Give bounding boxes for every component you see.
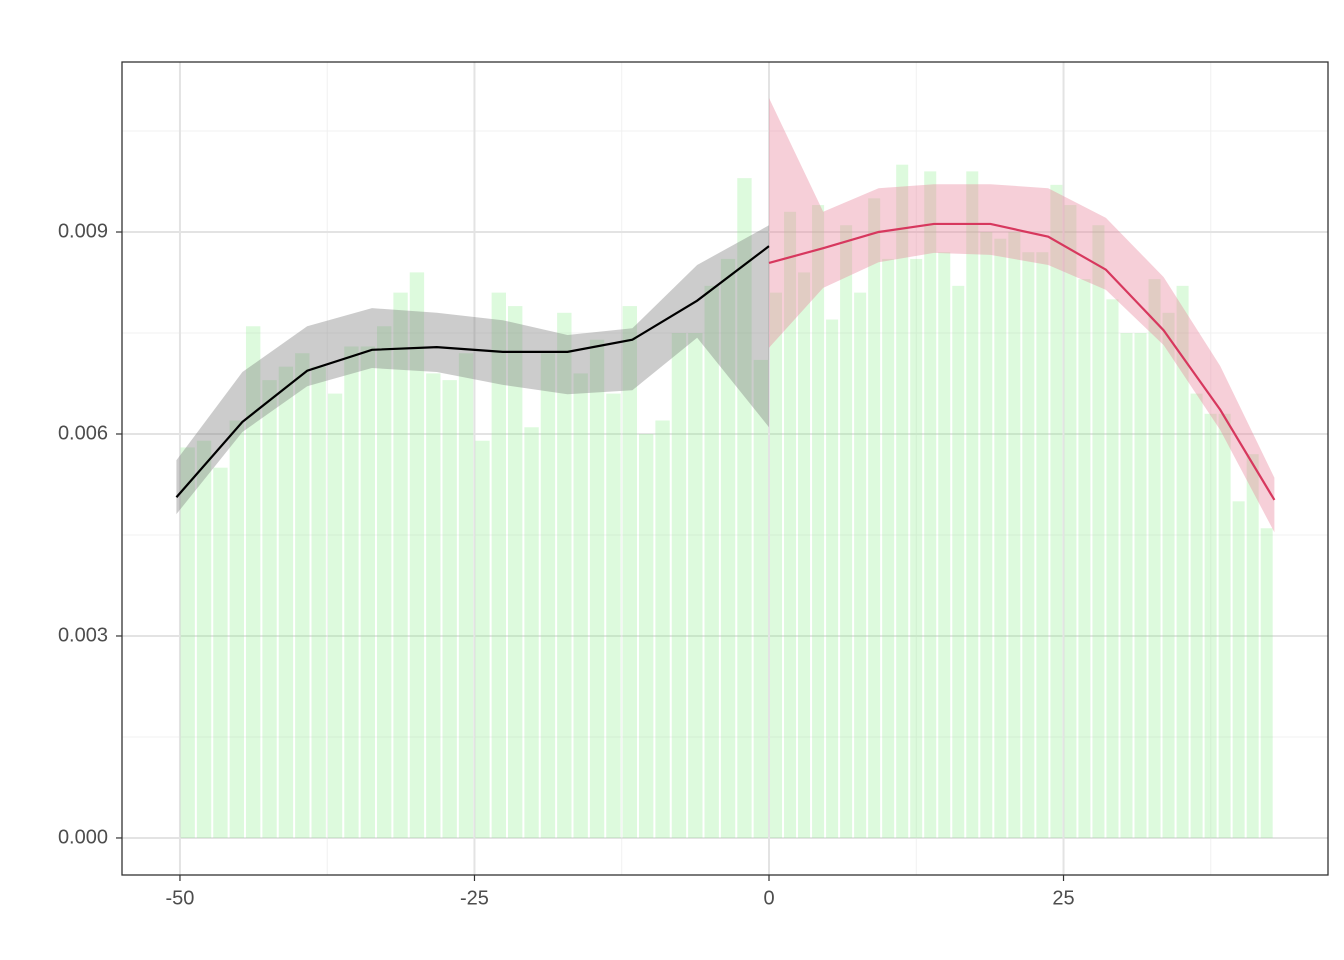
- bar: [458, 353, 474, 838]
- bar: [1204, 413, 1217, 838]
- bar: [688, 333, 703, 838]
- bar: [1260, 528, 1273, 838]
- bar: [737, 178, 752, 838]
- bar: [557, 312, 572, 838]
- bar: [589, 339, 605, 838]
- fit-line: [768, 222, 1276, 501]
- bar: [1036, 252, 1049, 838]
- bar: [1218, 413, 1231, 838]
- bar: [896, 164, 909, 838]
- x-tick-label: -25: [460, 887, 489, 909]
- bar: [812, 205, 825, 838]
- bar: [475, 440, 490, 838]
- y-tick-label: 0.009: [58, 220, 108, 242]
- y-tick-label: 0.006: [58, 422, 108, 444]
- bar: [295, 353, 310, 838]
- bar: [393, 292, 408, 838]
- bar: [952, 285, 965, 838]
- bar: [784, 211, 797, 838]
- bar: [409, 272, 425, 838]
- bar: [1148, 279, 1161, 838]
- bar: [1050, 184, 1063, 838]
- bar: [770, 292, 783, 838]
- bar: [655, 420, 670, 838]
- bar: [196, 440, 212, 838]
- bar: [826, 319, 839, 838]
- bar: [327, 393, 343, 838]
- confidence-band: [769, 98, 1275, 533]
- bar: [229, 420, 244, 838]
- bar: [671, 333, 687, 838]
- bar: [1092, 225, 1105, 838]
- plot-border: [121, 61, 1329, 876]
- bar: [966, 171, 979, 838]
- bar: [360, 346, 375, 838]
- bar: [262, 380, 277, 838]
- bar: [1064, 205, 1077, 838]
- bar: [311, 366, 326, 838]
- x-tick-label: 25: [1052, 887, 1074, 909]
- bar: [868, 198, 881, 838]
- bar: [798, 272, 811, 838]
- confidence-band: [176, 225, 770, 515]
- bar: [704, 285, 719, 838]
- bar: [1162, 312, 1175, 838]
- bar: [622, 306, 637, 838]
- bar: [1078, 279, 1091, 838]
- y-tick-label: 0.003: [58, 624, 108, 646]
- fit-line: [175, 245, 770, 499]
- bar: [638, 433, 654, 838]
- bar: [924, 171, 937, 838]
- bar: [1120, 333, 1133, 838]
- bar: [1246, 454, 1259, 838]
- bar: [245, 326, 261, 838]
- bar: [1008, 232, 1021, 838]
- bar: [573, 373, 588, 838]
- bar: [1190, 393, 1203, 838]
- bar: [910, 258, 923, 838]
- bar: [720, 258, 736, 838]
- y-tick-label: 0.000: [58, 826, 108, 848]
- bar: [376, 326, 392, 838]
- bar: [606, 393, 621, 838]
- bar: [938, 252, 951, 838]
- bar: [524, 427, 539, 838]
- bar: [278, 366, 294, 838]
- bar: [753, 359, 769, 838]
- bar: [854, 292, 867, 838]
- bar: [344, 346, 359, 838]
- bar: [882, 258, 895, 838]
- bar: [1232, 501, 1245, 838]
- x-tick-label: 0: [763, 887, 774, 909]
- bar: [1134, 333, 1147, 838]
- bar: [994, 238, 1007, 838]
- bar: [491, 292, 506, 838]
- bar: [213, 467, 228, 838]
- bar: [507, 306, 523, 838]
- bar: [1176, 285, 1189, 838]
- x-tick-label: -50: [166, 887, 195, 909]
- bar: [426, 373, 441, 838]
- bar: [1106, 299, 1119, 838]
- bar: [1022, 252, 1035, 838]
- bar: [980, 232, 993, 838]
- bar: [180, 447, 195, 838]
- bar: [840, 225, 853, 838]
- bar: [442, 380, 457, 838]
- bar: [540, 353, 556, 838]
